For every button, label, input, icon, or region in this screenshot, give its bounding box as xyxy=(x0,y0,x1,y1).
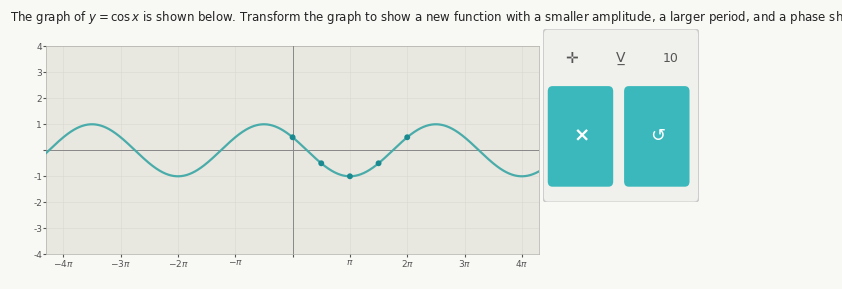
FancyBboxPatch shape xyxy=(548,86,613,187)
Text: ×: × xyxy=(573,126,589,145)
Point xyxy=(401,135,414,140)
Point xyxy=(315,161,328,166)
Text: 10: 10 xyxy=(663,52,679,65)
Text: The graph of $y = \cos x$ is shown below. Transform the graph to show a new func: The graph of $y = \cos x$ is shown below… xyxy=(10,7,842,31)
Point xyxy=(372,161,386,166)
Point xyxy=(286,135,300,140)
Text: ✛: ✛ xyxy=(565,51,578,66)
Point xyxy=(344,174,357,179)
FancyBboxPatch shape xyxy=(624,86,690,187)
Text: V̲: V̲ xyxy=(616,51,626,65)
Text: ↺: ↺ xyxy=(650,127,665,144)
FancyBboxPatch shape xyxy=(543,29,699,202)
